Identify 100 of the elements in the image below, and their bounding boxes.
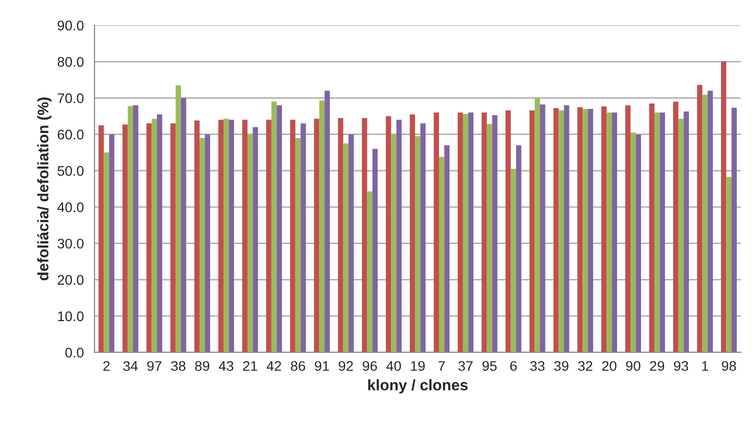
bar bbox=[702, 94, 708, 352]
bar bbox=[252, 127, 258, 352]
bar bbox=[314, 118, 320, 352]
x-tick-label: 32 bbox=[578, 361, 592, 371]
x-tick-label: 91 bbox=[314, 361, 329, 371]
bar bbox=[612, 112, 618, 352]
x-tick-label: 97 bbox=[147, 361, 162, 371]
x-tick-label: 42 bbox=[266, 361, 282, 371]
bar bbox=[194, 120, 200, 352]
x-tick-label: 90 bbox=[626, 361, 640, 371]
bar bbox=[468, 112, 474, 352]
bar bbox=[529, 110, 535, 352]
bar bbox=[577, 107, 583, 352]
bar bbox=[224, 118, 229, 352]
x-tick-label: 1 bbox=[702, 361, 708, 371]
bar bbox=[510, 168, 516, 352]
x-tick-label: 39 bbox=[554, 361, 568, 371]
bar bbox=[386, 116, 392, 352]
x-tick-label: 40 bbox=[386, 361, 401, 371]
bar bbox=[391, 134, 396, 352]
bar bbox=[242, 120, 248, 352]
x-tick-label: 96 bbox=[362, 361, 377, 371]
bar bbox=[133, 105, 138, 352]
bar bbox=[295, 138, 301, 352]
bar bbox=[540, 104, 546, 352]
bar bbox=[200, 138, 205, 352]
bar bbox=[462, 114, 468, 352]
bar bbox=[564, 105, 570, 352]
x-tick-label: 38 bbox=[171, 361, 186, 371]
bar bbox=[290, 120, 296, 352]
bar bbox=[128, 106, 134, 352]
bar bbox=[654, 112, 660, 352]
bar bbox=[218, 120, 224, 352]
bar bbox=[486, 124, 492, 352]
bar bbox=[247, 134, 253, 352]
bar bbox=[396, 120, 402, 352]
bar bbox=[156, 114, 162, 352]
y-tick-label: 70.0 bbox=[58, 93, 84, 104]
bar bbox=[410, 114, 416, 352]
y-tick-label: 90.0 bbox=[58, 20, 84, 30]
bar bbox=[553, 108, 559, 352]
x-tick-label: 6 bbox=[510, 361, 517, 371]
bar bbox=[170, 123, 176, 352]
bar bbox=[362, 118, 368, 352]
bar bbox=[636, 134, 642, 352]
bar bbox=[367, 191, 372, 352]
y-tick-label: 0.0 bbox=[65, 348, 84, 358]
x-tick-label: 86 bbox=[290, 361, 306, 371]
x-tick-label: 98 bbox=[722, 361, 736, 371]
bar bbox=[420, 123, 426, 352]
bar bbox=[348, 134, 354, 352]
bar bbox=[492, 115, 498, 352]
bar bbox=[601, 106, 607, 352]
bar bbox=[558, 110, 564, 352]
bar bbox=[104, 152, 110, 352]
bar bbox=[673, 102, 678, 352]
bar bbox=[319, 100, 325, 352]
bar bbox=[98, 125, 104, 352]
bar bbox=[582, 108, 588, 352]
bar bbox=[660, 112, 665, 352]
bar bbox=[606, 112, 612, 352]
x-tick-label: 7 bbox=[438, 361, 445, 371]
bar bbox=[625, 105, 631, 352]
bar bbox=[708, 90, 713, 352]
bar bbox=[506, 110, 511, 352]
bar bbox=[726, 176, 732, 352]
bar bbox=[534, 98, 540, 352]
x-tick-label: 29 bbox=[650, 361, 664, 371]
x-tick-label: 37 bbox=[458, 361, 473, 371]
bar bbox=[438, 156, 444, 352]
y-tick-label: 10.0 bbox=[58, 311, 84, 322]
bar bbox=[271, 102, 277, 352]
x-tick-label: 43 bbox=[218, 361, 234, 371]
x-tick-label: 92 bbox=[338, 361, 353, 371]
bar bbox=[630, 132, 636, 352]
x-tick-label: 34 bbox=[123, 361, 138, 371]
bar bbox=[415, 136, 420, 352]
bar bbox=[588, 108, 594, 352]
bar bbox=[372, 148, 378, 352]
x-tick-label: 93 bbox=[674, 361, 688, 371]
y-tick-label: 60.0 bbox=[58, 130, 84, 140]
y-tick-label: 40.0 bbox=[57, 202, 84, 212]
bar bbox=[152, 118, 157, 352]
y-axis-title: defoliácia/ defoliation (%) bbox=[37, 98, 52, 280]
x-tick-label: 21 bbox=[243, 361, 258, 371]
bar bbox=[482, 112, 487, 352]
x-axis-title: klony / clones bbox=[368, 379, 468, 394]
bar bbox=[338, 118, 344, 352]
bar bbox=[678, 118, 684, 352]
bar bbox=[176, 85, 181, 352]
y-tick-label: 50.0 bbox=[58, 166, 84, 176]
y-tick-label: 20.0 bbox=[58, 275, 84, 285]
bar bbox=[146, 123, 152, 352]
x-tick-label: 95 bbox=[482, 361, 497, 371]
x-tick-label: 33 bbox=[530, 361, 545, 371]
bar bbox=[343, 143, 349, 352]
bar bbox=[684, 111, 689, 352]
bar bbox=[697, 84, 702, 352]
bar bbox=[266, 120, 272, 352]
bar bbox=[732, 108, 737, 352]
